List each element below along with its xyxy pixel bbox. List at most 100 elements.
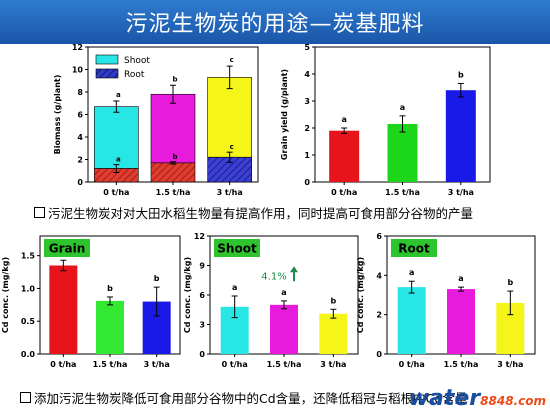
y-tick-label: 0.0 [21, 350, 36, 359]
x-tick-label: 0 t/ha [103, 188, 129, 197]
checkbox-icon [20, 392, 31, 403]
significance-letter: a [281, 288, 286, 297]
significance-letter: b [458, 70, 464, 79]
panel-title: Shoot [217, 242, 257, 256]
significance-letter: b [172, 153, 177, 161]
x-tick-label: 0 t/ha [50, 360, 76, 369]
bar [329, 130, 360, 182]
bar [319, 313, 348, 354]
panel-title-badge [214, 239, 260, 257]
y-tick-label: 2 [376, 311, 382, 320]
bar-root [150, 162, 196, 183]
x-tick-label: 1.5 t/ha [444, 360, 479, 369]
panel-title-badge [44, 239, 90, 257]
bar [447, 289, 475, 354]
page-title: 污泥生物炭的用途—炭基肥料 [125, 12, 425, 37]
chart-5: 0 2 4 6 Cd conc. (mg/kg) 0 t/ha 1.5 t/ha 3 t/ha… [356, 232, 536, 369]
significance-letter: a [400, 103, 405, 112]
y-tick-label: 1 [304, 151, 310, 160]
legend-swatch-root [95, 68, 119, 79]
chart-1: 0 2 4 6 8 10 12 Biomass (g/plant) 0 t/ha 1.5 t/ha… [53, 43, 259, 197]
x-tick-label: 0 t/ha [222, 360, 248, 369]
significance-letter: a [116, 91, 121, 99]
bar [397, 287, 426, 354]
y-axis-label: Cd conc. (mg/kg) [183, 257, 192, 333]
y-tick-label: 12 [72, 43, 83, 52]
y-tick-label: 4 [376, 271, 382, 280]
y-tick-label: 0 [304, 178, 310, 187]
y-tick-label: 8 [77, 88, 83, 97]
bar-shoot [94, 106, 139, 169]
caption-bottom-text: 添加污泥生物炭降低可食用部分谷物中的Cd含量，还降低稻冠与稻根中Cd含量 [34, 391, 468, 406]
legend-swatch-shoot [95, 54, 119, 65]
y-tick-label: 0.5 [21, 317, 36, 326]
y-tick-label: 3 [199, 321, 205, 330]
y-tick-label: 1.5 [21, 252, 36, 261]
y-tick-label: 6 [199, 291, 205, 300]
legend-label-root: Root [124, 70, 145, 80]
legend-label-shoot: Shoot [124, 56, 150, 66]
significance-letter: a [116, 156, 121, 164]
y-axis-label: Cd conc. (mg/kg) [356, 257, 365, 333]
bar [445, 90, 476, 182]
significance-letter: a [409, 268, 414, 277]
significance-letter: a [458, 274, 463, 283]
chart-4: 0 3 6 9 12 Cd conc. (mg/kg) 0 t/ha 1.5 t/ha 3 t/… [183, 232, 359, 369]
significance-letter: b [107, 284, 113, 293]
x-tick-label: 1.5 t/ha [156, 188, 191, 197]
x-tick-label: 1.5 t/ha [267, 360, 302, 369]
caption-top-text: 污泥生物炭对对大田水稻生物量有提高作用，同时提高可食用部分谷物的产量 [48, 206, 474, 221]
watermark-brand: water [408, 386, 481, 411]
y-tick-label: 2 [304, 124, 310, 133]
watermark-logo: water8848.com [409, 386, 546, 411]
y-tick-label: 1.0 [21, 284, 36, 293]
chart-2: 0 1 2 3 4 5 Grain yield (g/plant) 0 t/ha 1.5 t/h… [280, 43, 491, 197]
bar-shoot [207, 77, 252, 158]
y-tick-label: 12 [194, 232, 205, 241]
y-tick-label: 6 [376, 232, 382, 241]
x-tick-label: 1.5 t/ha [93, 360, 128, 369]
significance-letter: a [341, 115, 346, 124]
panel-title: Grain [49, 242, 86, 256]
x-tick-label: 3 t/ha [448, 188, 474, 197]
annotation-text: 4.1% [261, 271, 286, 282]
y-tick-label: 3 [304, 97, 310, 106]
y-tick-label: 0 [376, 350, 382, 359]
y-axis-label: Cd conc. (mg/kg) [1, 257, 10, 333]
x-tick-label: 3 t/ha [144, 360, 170, 369]
panel-title-badge [391, 239, 437, 257]
title-bar: 污泥生物炭的用途—炭基肥料 [0, 0, 550, 44]
caption-bottom: 添加污泥生物炭降低可食用部分谷物中的Cd含量，还降低稻冠与稻根中Cd含量 [20, 388, 467, 407]
x-tick-label: 3 t/ha [497, 360, 523, 369]
x-tick-label: 1.5 t/ha [385, 188, 420, 197]
up-arrow-head-icon [290, 266, 298, 273]
bar [49, 265, 78, 354]
y-tick-label: 4 [77, 133, 83, 142]
significance-letter: c [230, 143, 234, 151]
x-tick-label: 0 t/ha [399, 360, 425, 369]
significance-letter: b [154, 274, 160, 283]
checkbox-icon [34, 207, 45, 218]
x-tick-label: 0 t/ha [331, 188, 357, 197]
y-tick-label: 5 [304, 43, 310, 52]
y-tick-label: 4 [304, 70, 310, 79]
y-tick-label: 2 [77, 156, 83, 165]
caption-top: 污泥生物炭对对大田水稻生物量有提高作用，同时提高可食用部分谷物的产量 [34, 203, 473, 222]
y-tick-label: 9 [199, 262, 205, 271]
y-axis-label: Biomass (g/plant) [53, 75, 62, 155]
watermark-number: 8848 [480, 394, 514, 408]
bar [387, 123, 418, 182]
y-tick-label: 6 [77, 111, 83, 120]
significance-letter: a [232, 283, 237, 292]
bar [96, 300, 124, 354]
watermark-domain: .com [513, 394, 546, 408]
x-tick-label: 3 t/ha [320, 360, 346, 369]
significance-letter: b [330, 296, 336, 305]
y-axis-label: Grain yield (g/plant) [280, 69, 289, 160]
panel-title: Root [398, 242, 430, 256]
x-tick-label: 3 t/ha [217, 188, 243, 197]
significance-letter: b [507, 278, 513, 287]
bar [270, 304, 298, 354]
y-tick-label: 10 [72, 66, 84, 75]
y-tick-label: 0 [199, 350, 205, 359]
